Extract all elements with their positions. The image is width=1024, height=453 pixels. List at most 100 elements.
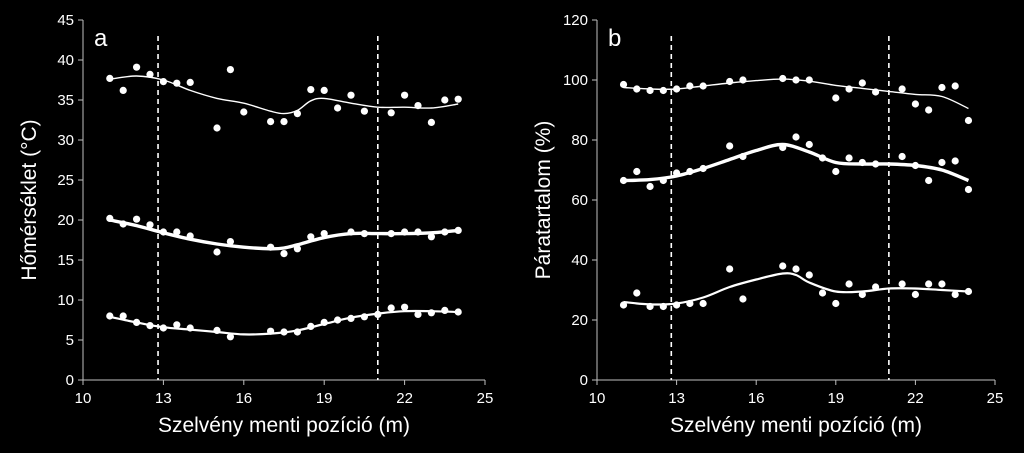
data-point <box>401 303 409 311</box>
data-point <box>805 76 813 84</box>
data-point <box>454 308 462 316</box>
data-point <box>964 185 973 194</box>
data-point <box>133 63 141 71</box>
y-tick-label: 100 <box>563 72 588 89</box>
x-tick-label: 10 <box>75 390 92 407</box>
data-point <box>280 250 288 258</box>
data-point <box>307 322 315 330</box>
data-point <box>659 176 667 185</box>
x-tick-label: 25 <box>987 390 1004 407</box>
data-point <box>925 280 933 288</box>
data-point <box>414 228 422 236</box>
data-point <box>240 108 248 116</box>
data-point <box>454 95 462 103</box>
data-point <box>186 324 194 332</box>
data-point <box>146 221 154 229</box>
data-point <box>619 80 628 89</box>
data-point <box>267 243 275 251</box>
data-point <box>133 318 141 326</box>
data-point <box>938 83 946 92</box>
data-point <box>739 295 747 303</box>
data-point <box>726 77 734 86</box>
data-point <box>414 310 422 318</box>
data-point <box>186 232 194 240</box>
y-tick-label: 45 <box>57 12 74 29</box>
y-axis-label: Hőmérséklet (°C) <box>18 119 41 280</box>
data-point <box>646 182 654 191</box>
data-point <box>726 265 734 273</box>
x-tick-label: 13 <box>155 390 172 407</box>
data-point <box>646 302 654 311</box>
data-point <box>739 152 747 161</box>
data-point <box>805 140 813 149</box>
x-tick-label: 19 <box>316 390 333 407</box>
data-point <box>159 228 167 236</box>
y-tick-label: 0 <box>66 372 74 389</box>
x-tick-label: 22 <box>396 390 413 407</box>
data-point <box>633 289 641 297</box>
data-point <box>146 322 154 330</box>
data-point <box>779 262 787 270</box>
y-tick-label: 35 <box>57 92 74 109</box>
data-point <box>441 228 449 236</box>
y-tick-label: 5 <box>66 332 74 349</box>
data-point <box>832 167 840 176</box>
y-axis-label: Páratartalom (%) <box>532 121 555 280</box>
data-point <box>673 85 681 93</box>
data-point <box>858 79 866 87</box>
x-tick-label: 22 <box>907 390 924 407</box>
data-point <box>173 79 181 87</box>
data-point <box>633 85 641 93</box>
data-point <box>792 265 800 273</box>
data-point <box>646 86 654 95</box>
data-point <box>832 94 840 102</box>
data-point <box>226 238 234 246</box>
data-point <box>818 289 827 297</box>
data-point <box>925 106 933 114</box>
data-point <box>320 86 328 94</box>
trend-line <box>623 272 969 306</box>
data-point <box>699 164 707 173</box>
data-point <box>898 152 906 161</box>
data-point <box>964 287 973 296</box>
data-point <box>633 167 641 176</box>
data-point <box>845 154 853 162</box>
data-point <box>213 124 221 132</box>
data-point <box>293 328 301 336</box>
data-point <box>792 133 800 141</box>
data-point <box>659 86 667 95</box>
data-point <box>951 82 959 90</box>
data-point <box>845 280 853 288</box>
data-point <box>414 102 422 110</box>
y-tick-label: 0 <box>580 372 588 389</box>
data-point <box>401 91 409 99</box>
x-tick-label: 16 <box>748 390 765 407</box>
data-point <box>911 100 920 108</box>
data-point <box>226 66 234 74</box>
data-point <box>898 85 906 93</box>
x-tick-label: 10 <box>589 390 606 407</box>
data-point <box>280 328 288 336</box>
data-point <box>106 74 114 82</box>
data-point <box>454 226 462 234</box>
data-point <box>858 290 866 299</box>
data-point <box>779 143 787 152</box>
data-point <box>818 154 827 162</box>
data-point <box>133 215 141 223</box>
data-point <box>779 74 787 83</box>
data-point <box>307 86 315 94</box>
data-point <box>119 312 127 320</box>
data-point <box>307 233 315 241</box>
data-point <box>267 118 275 126</box>
data-point <box>226 333 234 341</box>
data-point <box>951 157 959 165</box>
panel-label: b <box>608 25 621 52</box>
data-point <box>146 70 154 78</box>
data-point <box>427 118 435 126</box>
data-point <box>387 109 395 117</box>
data-point <box>619 301 628 309</box>
data-point <box>673 301 681 309</box>
data-point <box>427 233 435 241</box>
